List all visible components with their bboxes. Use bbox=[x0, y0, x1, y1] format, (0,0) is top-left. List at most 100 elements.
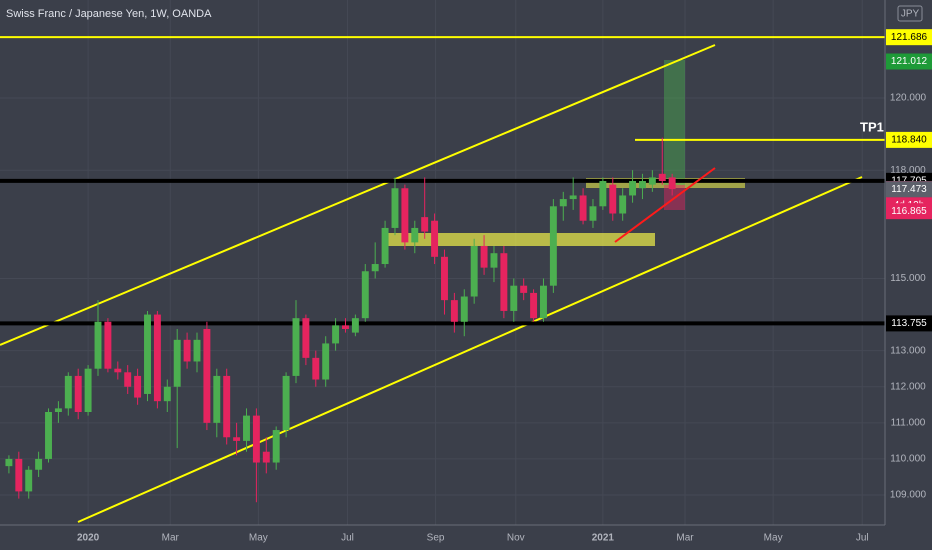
candle-body bbox=[15, 458, 23, 492]
x-tick-label: Nov bbox=[507, 533, 525, 544]
candle-body bbox=[371, 264, 379, 272]
candle-body bbox=[629, 181, 637, 196]
candle-body bbox=[520, 285, 528, 293]
candle-body bbox=[342, 325, 349, 329]
y-tick-label: 109.000 bbox=[890, 490, 927, 501]
candle-body bbox=[262, 451, 270, 463]
candle-body bbox=[549, 206, 557, 286]
candle-body bbox=[54, 408, 62, 413]
candle-body bbox=[559, 199, 567, 207]
candle-body bbox=[74, 375, 82, 413]
candle-body bbox=[94, 321, 102, 369]
candle-body bbox=[569, 195, 577, 200]
candle-body bbox=[648, 177, 656, 185]
candle-body bbox=[124, 372, 132, 387]
currency-box bbox=[897, 5, 923, 22]
candle-body bbox=[35, 458, 43, 470]
y-tick-label: 111.000 bbox=[891, 417, 926, 428]
price-label-box bbox=[886, 181, 932, 198]
candle-body bbox=[282, 375, 290, 431]
candle-body bbox=[510, 285, 518, 311]
profit-zone bbox=[664, 60, 685, 185]
candle-body bbox=[183, 339, 191, 362]
x-tick-label: Mar bbox=[676, 533, 694, 544]
price-label: 117.473 bbox=[891, 184, 927, 195]
trend-line bbox=[614, 167, 716, 243]
candle-body bbox=[252, 415, 260, 463]
candle-body bbox=[391, 188, 399, 228]
candle-body bbox=[599, 181, 607, 207]
candle-body bbox=[332, 325, 340, 344]
x-tick-label: Mar bbox=[162, 533, 180, 544]
price-label: 117.705 bbox=[891, 175, 927, 186]
candle-body bbox=[64, 375, 72, 409]
candle-body bbox=[173, 339, 181, 387]
candle-body bbox=[619, 195, 627, 214]
candle-body bbox=[272, 430, 280, 463]
candle-body bbox=[381, 227, 389, 265]
candles bbox=[5, 137, 676, 503]
chart-title: Swiss Franc / Japanese Yen, 1W, OANDA bbox=[6, 8, 212, 20]
price-axis bbox=[885, 0, 932, 550]
x-tick-label: 2021 bbox=[592, 533, 615, 544]
x-tick-label: 2020 bbox=[77, 533, 100, 544]
y-tick-label: 120.000 bbox=[890, 93, 927, 104]
price-label: 116.865 bbox=[891, 206, 927, 217]
candle-body bbox=[84, 368, 92, 413]
candle-body bbox=[25, 469, 33, 492]
candle-body bbox=[322, 343, 330, 380]
candle-body bbox=[302, 318, 310, 358]
candle-body bbox=[411, 227, 419, 243]
candle-body bbox=[292, 318, 300, 376]
candle-body bbox=[153, 314, 161, 402]
y-tick-label: 118.000 bbox=[890, 165, 926, 176]
candle-body bbox=[460, 296, 468, 322]
candle-body bbox=[480, 245, 488, 268]
price-label-box bbox=[886, 315, 932, 332]
channel-lower bbox=[77, 176, 863, 523]
price-label-box bbox=[886, 53, 932, 70]
candle-body bbox=[351, 318, 359, 333]
x-tick-label: Jul bbox=[341, 533, 354, 544]
price-label: 118.840 bbox=[891, 135, 927, 146]
candle-body bbox=[470, 245, 478, 297]
price-label: 121.686 bbox=[891, 32, 928, 43]
candle-body bbox=[609, 184, 617, 214]
candle-body bbox=[243, 415, 250, 441]
candle-body bbox=[540, 285, 547, 319]
candle-body bbox=[530, 292, 538, 319]
candle-body bbox=[450, 300, 458, 322]
candle-body bbox=[114, 368, 122, 373]
price-label: 121.012 bbox=[891, 56, 928, 67]
price-label: 113.755 bbox=[891, 318, 927, 329]
y-tick-label: 110.000 bbox=[890, 454, 926, 465]
candle-body bbox=[431, 220, 439, 257]
candle-body bbox=[401, 188, 409, 243]
axis: 109.000 110.000 111.000 112.000 113.000 115.0… bbox=[77, 29, 932, 544]
x-tick-label: May bbox=[249, 533, 268, 544]
x-tick-label: May bbox=[764, 533, 783, 544]
channel-upper bbox=[0, 44, 716, 346]
candle-body bbox=[361, 271, 369, 319]
candle-body bbox=[213, 375, 221, 423]
candle-body bbox=[490, 253, 498, 268]
candle-body bbox=[144, 314, 151, 394]
candle-body bbox=[203, 328, 211, 423]
candle-body bbox=[233, 437, 241, 441]
candle-body bbox=[45, 412, 52, 459]
candle-body bbox=[589, 206, 597, 221]
candle-body bbox=[5, 458, 13, 467]
candle-body bbox=[193, 339, 201, 362]
candle-body bbox=[134, 375, 142, 398]
candle-body bbox=[104, 321, 112, 369]
annotation: TP1 bbox=[860, 119, 884, 134]
price-label-box bbox=[886, 29, 932, 46]
candle-body bbox=[639, 181, 646, 189]
candle-body bbox=[658, 173, 666, 182]
x-tick-label: Sep bbox=[427, 533, 445, 544]
candle-body bbox=[441, 256, 448, 301]
price-label-box bbox=[886, 131, 932, 148]
candle-body bbox=[421, 217, 429, 232]
